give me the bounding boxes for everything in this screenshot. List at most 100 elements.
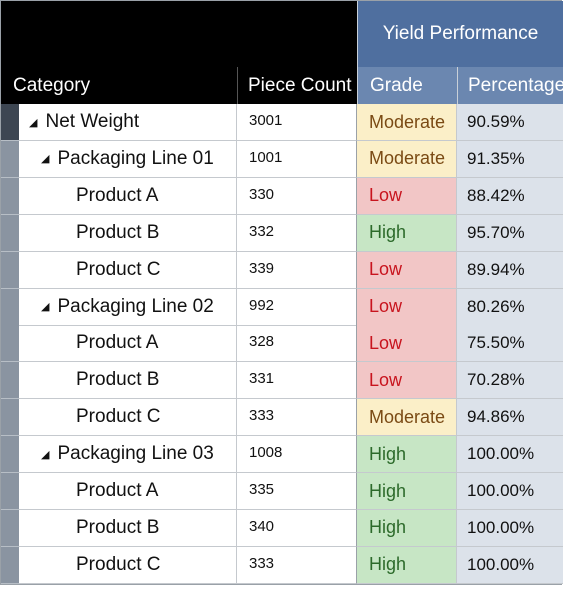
- piece-count-cell: 340: [237, 509, 357, 547]
- table-row[interactable]: Product B 331 Low 70.28%: [1, 362, 563, 400]
- percentage-cell: 89.94%: [457, 251, 563, 289]
- grade-cell: Moderate: [357, 399, 457, 437]
- table-row[interactable]: Product A 335 High 100.00%: [1, 473, 563, 510]
- percentage-cell: 100.00%: [457, 473, 563, 510]
- percentage-cell: 88.42%: [457, 177, 563, 215]
- row-selector[interactable]: [1, 509, 19, 547]
- piece-count-cell: 1001: [237, 140, 357, 178]
- category-cell: Product C: [19, 251, 237, 289]
- category-label: Packaging Line 03: [57, 443, 214, 465]
- category-cell: ◢ Packaging Line 03: [19, 436, 237, 474]
- category-label: Packaging Line 01: [57, 147, 214, 169]
- collapse-triangle-icon[interactable]: ◢: [41, 448, 50, 461]
- table-row[interactable]: ◢ Packaging Line 01 1001 Moderate 91.35%: [1, 140, 563, 178]
- category-cell: ◢ Net Weight: [19, 104, 237, 141]
- row-selector[interactable]: [1, 473, 19, 510]
- grade-cell: High: [357, 509, 457, 547]
- category-label: Product B: [76, 221, 160, 243]
- piece-count-cell: 1008: [237, 436, 357, 474]
- percentage-cell: 95.70%: [457, 214, 563, 252]
- grade-cell: Low: [357, 251, 457, 289]
- category-label: Packaging Line 02: [57, 295, 214, 317]
- yield-performance-header[interactable]: Yield Performance: [357, 1, 563, 67]
- piece-count-cell: 335: [237, 473, 357, 510]
- category-label: Product C: [76, 406, 161, 428]
- percentage-cell: 100.00%: [457, 436, 563, 474]
- column-header-percentage[interactable]: Percentage: [457, 67, 564, 104]
- category-label: Product B: [76, 516, 160, 538]
- category-cell: Product A: [19, 473, 237, 510]
- grade-cell: High: [357, 214, 457, 252]
- header-top-band: Yield Performance: [1, 1, 563, 67]
- header-corner: [1, 1, 357, 67]
- piece-count-cell: 333: [237, 399, 357, 437]
- category-cell: Product B: [19, 362, 237, 400]
- category-cell: ◢ Packaging Line 01: [19, 140, 237, 178]
- category-cell: Product A: [19, 177, 237, 215]
- category-label: Product A: [76, 332, 159, 354]
- collapse-triangle-icon[interactable]: ◢: [29, 116, 38, 129]
- percentage-cell: 91.35%: [457, 140, 563, 178]
- table-row[interactable]: Product C 333 Moderate 94.86%: [1, 399, 563, 437]
- row-selector[interactable]: [1, 362, 19, 400]
- category-cell: Product A: [19, 325, 237, 363]
- row-selector[interactable]: [1, 104, 19, 141]
- percentage-cell: 80.26%: [457, 288, 563, 326]
- piece-count-cell: 333: [237, 546, 357, 584]
- column-header-grade[interactable]: Grade: [357, 67, 457, 104]
- row-selector[interactable]: [1, 214, 19, 252]
- table-row[interactable]: Product C 339 Low 89.94%: [1, 251, 563, 289]
- table-row[interactable]: Product C 333 High 100.00%: [1, 546, 563, 584]
- row-selector[interactable]: [1, 325, 19, 363]
- grade-cell: High: [357, 473, 457, 510]
- table-row[interactable]: Product B 332 High 95.70%: [1, 214, 563, 252]
- grade-cell: Moderate: [357, 140, 457, 178]
- grade-cell: Low: [357, 288, 457, 326]
- category-cell: Product B: [19, 509, 237, 547]
- piece-count-cell: 331: [237, 362, 357, 400]
- percentage-cell: 100.00%: [457, 509, 563, 547]
- percentage-cell: 94.86%: [457, 399, 563, 437]
- piece-count-cell: 332: [237, 214, 357, 252]
- percentage-cell: 100.00%: [457, 546, 563, 584]
- row-selector[interactable]: [1, 436, 19, 474]
- row-selector[interactable]: [1, 399, 19, 437]
- piece-count-cell: 3001: [237, 104, 357, 141]
- row-selector[interactable]: [1, 288, 19, 326]
- row-selector[interactable]: [1, 251, 19, 289]
- category-label: Product C: [76, 553, 161, 575]
- grade-cell: High: [357, 436, 457, 474]
- category-cell: Product C: [19, 546, 237, 584]
- category-cell: ◢ Packaging Line 02: [19, 288, 237, 326]
- piece-count-cell: 992: [237, 288, 357, 326]
- piece-count-cell: 339: [237, 251, 357, 289]
- table-row[interactable]: Product A 330 Low 88.42%: [1, 177, 563, 215]
- collapse-triangle-icon[interactable]: ◢: [41, 301, 50, 313]
- grade-cell: Low: [357, 177, 457, 215]
- collapse-triangle-icon[interactable]: ◢: [41, 153, 50, 166]
- grade-cell: Low: [357, 325, 457, 363]
- category-label: Product C: [76, 258, 161, 280]
- table-row[interactable]: ◢ Packaging Line 03 1008 High 100.00%: [1, 436, 563, 474]
- table-row[interactable]: Product B 340 High 100.00%: [1, 509, 563, 547]
- row-selector[interactable]: [1, 546, 19, 584]
- percentage-cell: 75.50%: [457, 325, 563, 363]
- piece-count-cell: 330: [237, 177, 357, 215]
- percentage-cell: 90.59%: [457, 104, 563, 141]
- piece-count-cell: 328: [237, 325, 357, 363]
- percentage-cell: 70.28%: [457, 362, 563, 400]
- column-headers: Category Piece Count Grade Percentage: [1, 67, 564, 104]
- table-row[interactable]: ◢ Packaging Line 02 992 Low 80.26%: [1, 288, 563, 326]
- category-label: Product A: [76, 480, 159, 501]
- category-cell: Product B: [19, 214, 237, 252]
- row-selector[interactable]: [1, 140, 19, 178]
- table-row[interactable]: Product A 328 Low 75.50%: [1, 325, 563, 363]
- column-header-category[interactable]: Category: [1, 67, 237, 104]
- grade-cell: High: [357, 546, 457, 584]
- category-cell: Product C: [19, 399, 237, 437]
- table-row[interactable]: ◢ Net Weight 3001 Moderate 90.59%: [1, 104, 563, 141]
- category-label: Product A: [76, 184, 159, 206]
- column-header-piece-count[interactable]: Piece Count: [237, 67, 357, 104]
- row-selector[interactable]: [1, 177, 19, 215]
